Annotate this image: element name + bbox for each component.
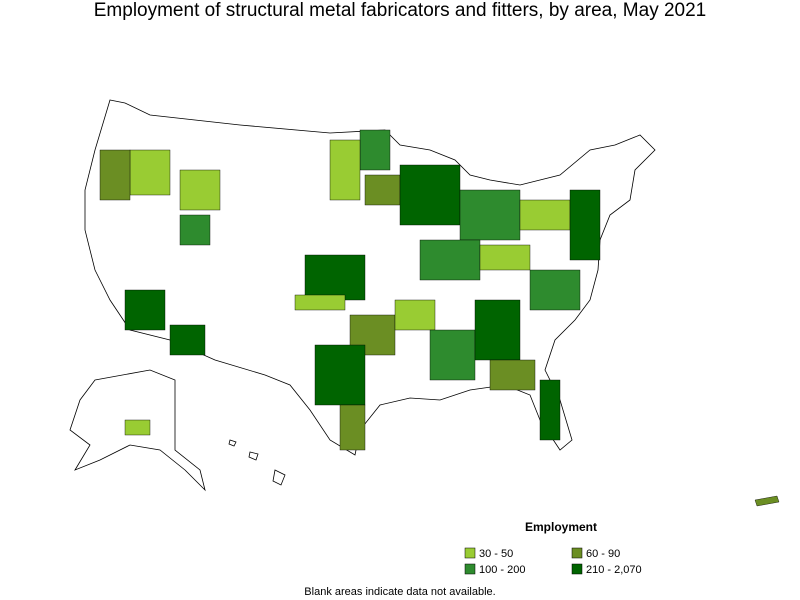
map-title: Employment of structural metal fabricato… bbox=[93, 0, 707, 21]
area-region bbox=[314, 344, 366, 406]
area-region bbox=[294, 294, 346, 311]
area-region bbox=[329, 139, 361, 201]
puerto-rico-region bbox=[754, 495, 780, 507]
area-region bbox=[529, 269, 581, 311]
area-region bbox=[339, 404, 366, 451]
area-region bbox=[169, 324, 206, 356]
area-region bbox=[459, 189, 521, 241]
area-region bbox=[474, 299, 521, 361]
area-region bbox=[539, 379, 561, 441]
legend-title: Employment bbox=[525, 520, 597, 534]
legend-swatch bbox=[571, 547, 583, 559]
area-region bbox=[429, 329, 476, 381]
area-region bbox=[394, 299, 436, 331]
area-region bbox=[569, 189, 601, 261]
area-region bbox=[479, 244, 531, 271]
legend-swatch bbox=[464, 547, 476, 559]
area-region bbox=[179, 169, 221, 211]
area-region bbox=[399, 164, 461, 226]
area-region bbox=[419, 239, 481, 281]
legend-swatch bbox=[464, 563, 476, 575]
area-region bbox=[519, 199, 571, 231]
legend-label: 30 - 50 bbox=[479, 548, 513, 560]
area-region bbox=[99, 149, 131, 201]
footnote: Blank areas indicate data not available. bbox=[304, 586, 495, 598]
area-region bbox=[124, 289, 166, 331]
area-region bbox=[124, 419, 151, 436]
area-region bbox=[304, 254, 366, 301]
hawaii-outline bbox=[228, 439, 286, 486]
legend-swatch bbox=[571, 563, 583, 575]
area-region bbox=[179, 214, 211, 246]
area-region bbox=[129, 149, 171, 196]
legend-label: 60 - 90 bbox=[586, 548, 620, 560]
legend-label: 210 - 2,070 bbox=[586, 564, 642, 576]
legend-label: 100 - 200 bbox=[479, 564, 525, 576]
area-region bbox=[359, 129, 391, 171]
area-region bbox=[489, 359, 536, 391]
area-region bbox=[364, 174, 401, 206]
